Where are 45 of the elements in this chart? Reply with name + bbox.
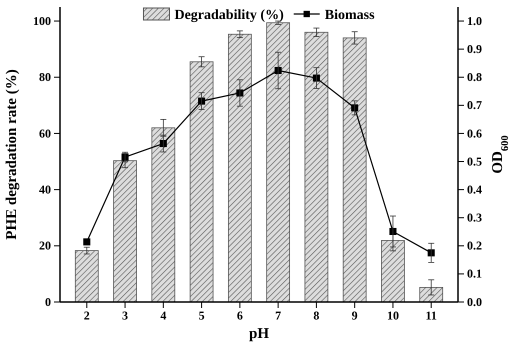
y2-tick-label: 0.6 — [467, 126, 482, 140]
y2-tick-label: 0.8 — [467, 70, 482, 84]
bar — [266, 22, 290, 302]
bar — [342, 38, 367, 302]
x-tick-label: 2 — [84, 308, 90, 323]
y2-tick-label: 1.0 — [467, 14, 482, 28]
x-tick-label: 6 — [236, 308, 243, 323]
x-tick-label: 8 — [313, 308, 320, 323]
y2-tick-label: 0.4 — [467, 182, 482, 196]
y-tick-label: 100 — [33, 14, 51, 28]
bar — [190, 61, 214, 302]
y2-tick-label: 0.9 — [467, 42, 482, 56]
legend-label: Degradability (%) — [174, 8, 284, 23]
x-tick-label: 4 — [160, 308, 166, 323]
x-tick-label: 5 — [198, 308, 205, 323]
x-tick-label: 11 — [426, 308, 437, 323]
x-tick-label: 10 — [386, 308, 399, 323]
bar — [381, 240, 405, 302]
y2-tick-label: 0.3 — [467, 210, 482, 225]
x-tick-label: 7 — [275, 308, 282, 323]
y-tick-label: 40 — [39, 182, 51, 196]
x-tick-label: 9 — [352, 308, 358, 323]
y2-tick-label: 0.5 — [467, 154, 482, 168]
bar — [304, 32, 328, 302]
bar — [151, 127, 176, 302]
legend-label: Biomass — [324, 8, 376, 23]
y-tick-label: 80 — [39, 70, 51, 84]
y2-tick-label: 0.7 — [467, 98, 482, 112]
y2-tick-label: 0.2 — [467, 238, 482, 253]
y-tick-label: 20 — [39, 238, 51, 253]
bar — [419, 286, 444, 302]
y-tick-label: 60 — [39, 126, 51, 140]
bar — [113, 160, 137, 302]
bar — [228, 34, 252, 302]
y2-tick-label: 0.1 — [467, 266, 482, 281]
bar — [74, 250, 99, 302]
point — [428, 249, 435, 256]
y2-tick-label: 0.0 — [467, 294, 482, 309]
x-tick-label: 3 — [122, 308, 128, 323]
x-axis-title: pH — [248, 326, 270, 342]
point — [83, 238, 90, 246]
point — [351, 104, 358, 112]
y-axis-title: PHE degradation rate (%) — [4, 69, 20, 240]
y-tick-label: 0 — [45, 294, 51, 309]
point — [160, 140, 167, 148]
